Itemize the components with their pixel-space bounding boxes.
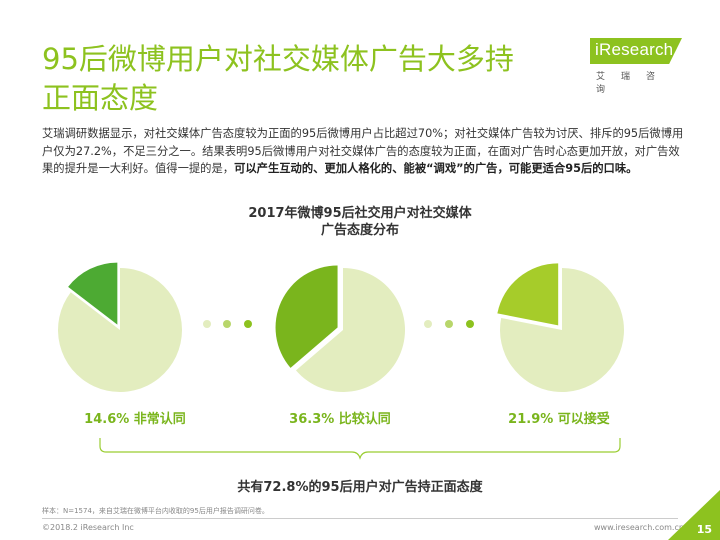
page-title-line-1: 95后微博用户对社交媒体广告大多持 — [42, 42, 514, 76]
logo-mark — [590, 38, 682, 64]
pie-1-remainder — [58, 268, 182, 392]
connector-dot-1-2 — [223, 320, 231, 328]
intro-text: 艾瑞调研数据显示，对社交媒体广告态度较为正面的95后微博用户占比超过70%；对社… — [42, 127, 684, 175]
footnote: 样本：N=1574，来自艾瑞在微博平台内收取的95后用户报告调研问卷。 — [42, 507, 269, 515]
chart-title-line-1: 2017年微博95后社交用户对社交媒体 — [248, 206, 472, 221]
pie-3-slice — [497, 263, 559, 326]
chart-title-line-2: 广告态度分布 — [320, 223, 399, 238]
logo-text: iResearch — [595, 40, 674, 59]
iresearch-logo: iResearch 艾瑞咨询 — [590, 38, 690, 95]
page-number: 15 — [696, 523, 712, 536]
intro-paragraph: 艾瑞调研数据显示，对社交媒体广告态度较为正面的95后微博用户占比超过70%；对社… — [42, 125, 687, 178]
pie-3-remainder — [500, 268, 624, 392]
connector-dot-1-3 — [244, 320, 252, 328]
intro-bold-text: 可以产生互动的、更加人格化的、能被“调戏”的广告，可能更适合95后的口味。 — [234, 162, 638, 175]
connector-dot-2-2 — [445, 320, 453, 328]
connector-dot-2-1 — [424, 320, 432, 328]
slice-label-1: 14.6% 非常认同 — [84, 412, 186, 427]
pie-2-remainder — [295, 268, 405, 392]
pie-2-slice — [275, 265, 338, 368]
slice-label-3: 21.9% 可以接受 — [508, 412, 610, 427]
page-title: 95后微博用户对社交媒体广告大多持 正面态度 — [42, 40, 582, 118]
website: www.iresearch.com.cn — [594, 523, 684, 532]
connector-dot-1-1 — [203, 320, 211, 328]
slice-label-2: 36.3% 比较认同 — [289, 412, 391, 427]
copyright: ©2018.2 iResearch Inc — [42, 523, 134, 532]
chart-title: 2017年微博95后社交用户对社交媒体 广告态度分布 — [200, 205, 520, 239]
summary-bracket — [99, 438, 621, 460]
page-title-line-2: 正面态度 — [42, 81, 159, 115]
footer-divider — [42, 518, 678, 519]
pie-1-slice — [68, 262, 118, 325]
logo-subtitle: 艾瑞咨询 — [596, 72, 672, 95]
chart-summary: 共有72.8%的95后用户对广告持正面态度 — [237, 480, 483, 495]
connector-dot-2-3 — [466, 320, 474, 328]
